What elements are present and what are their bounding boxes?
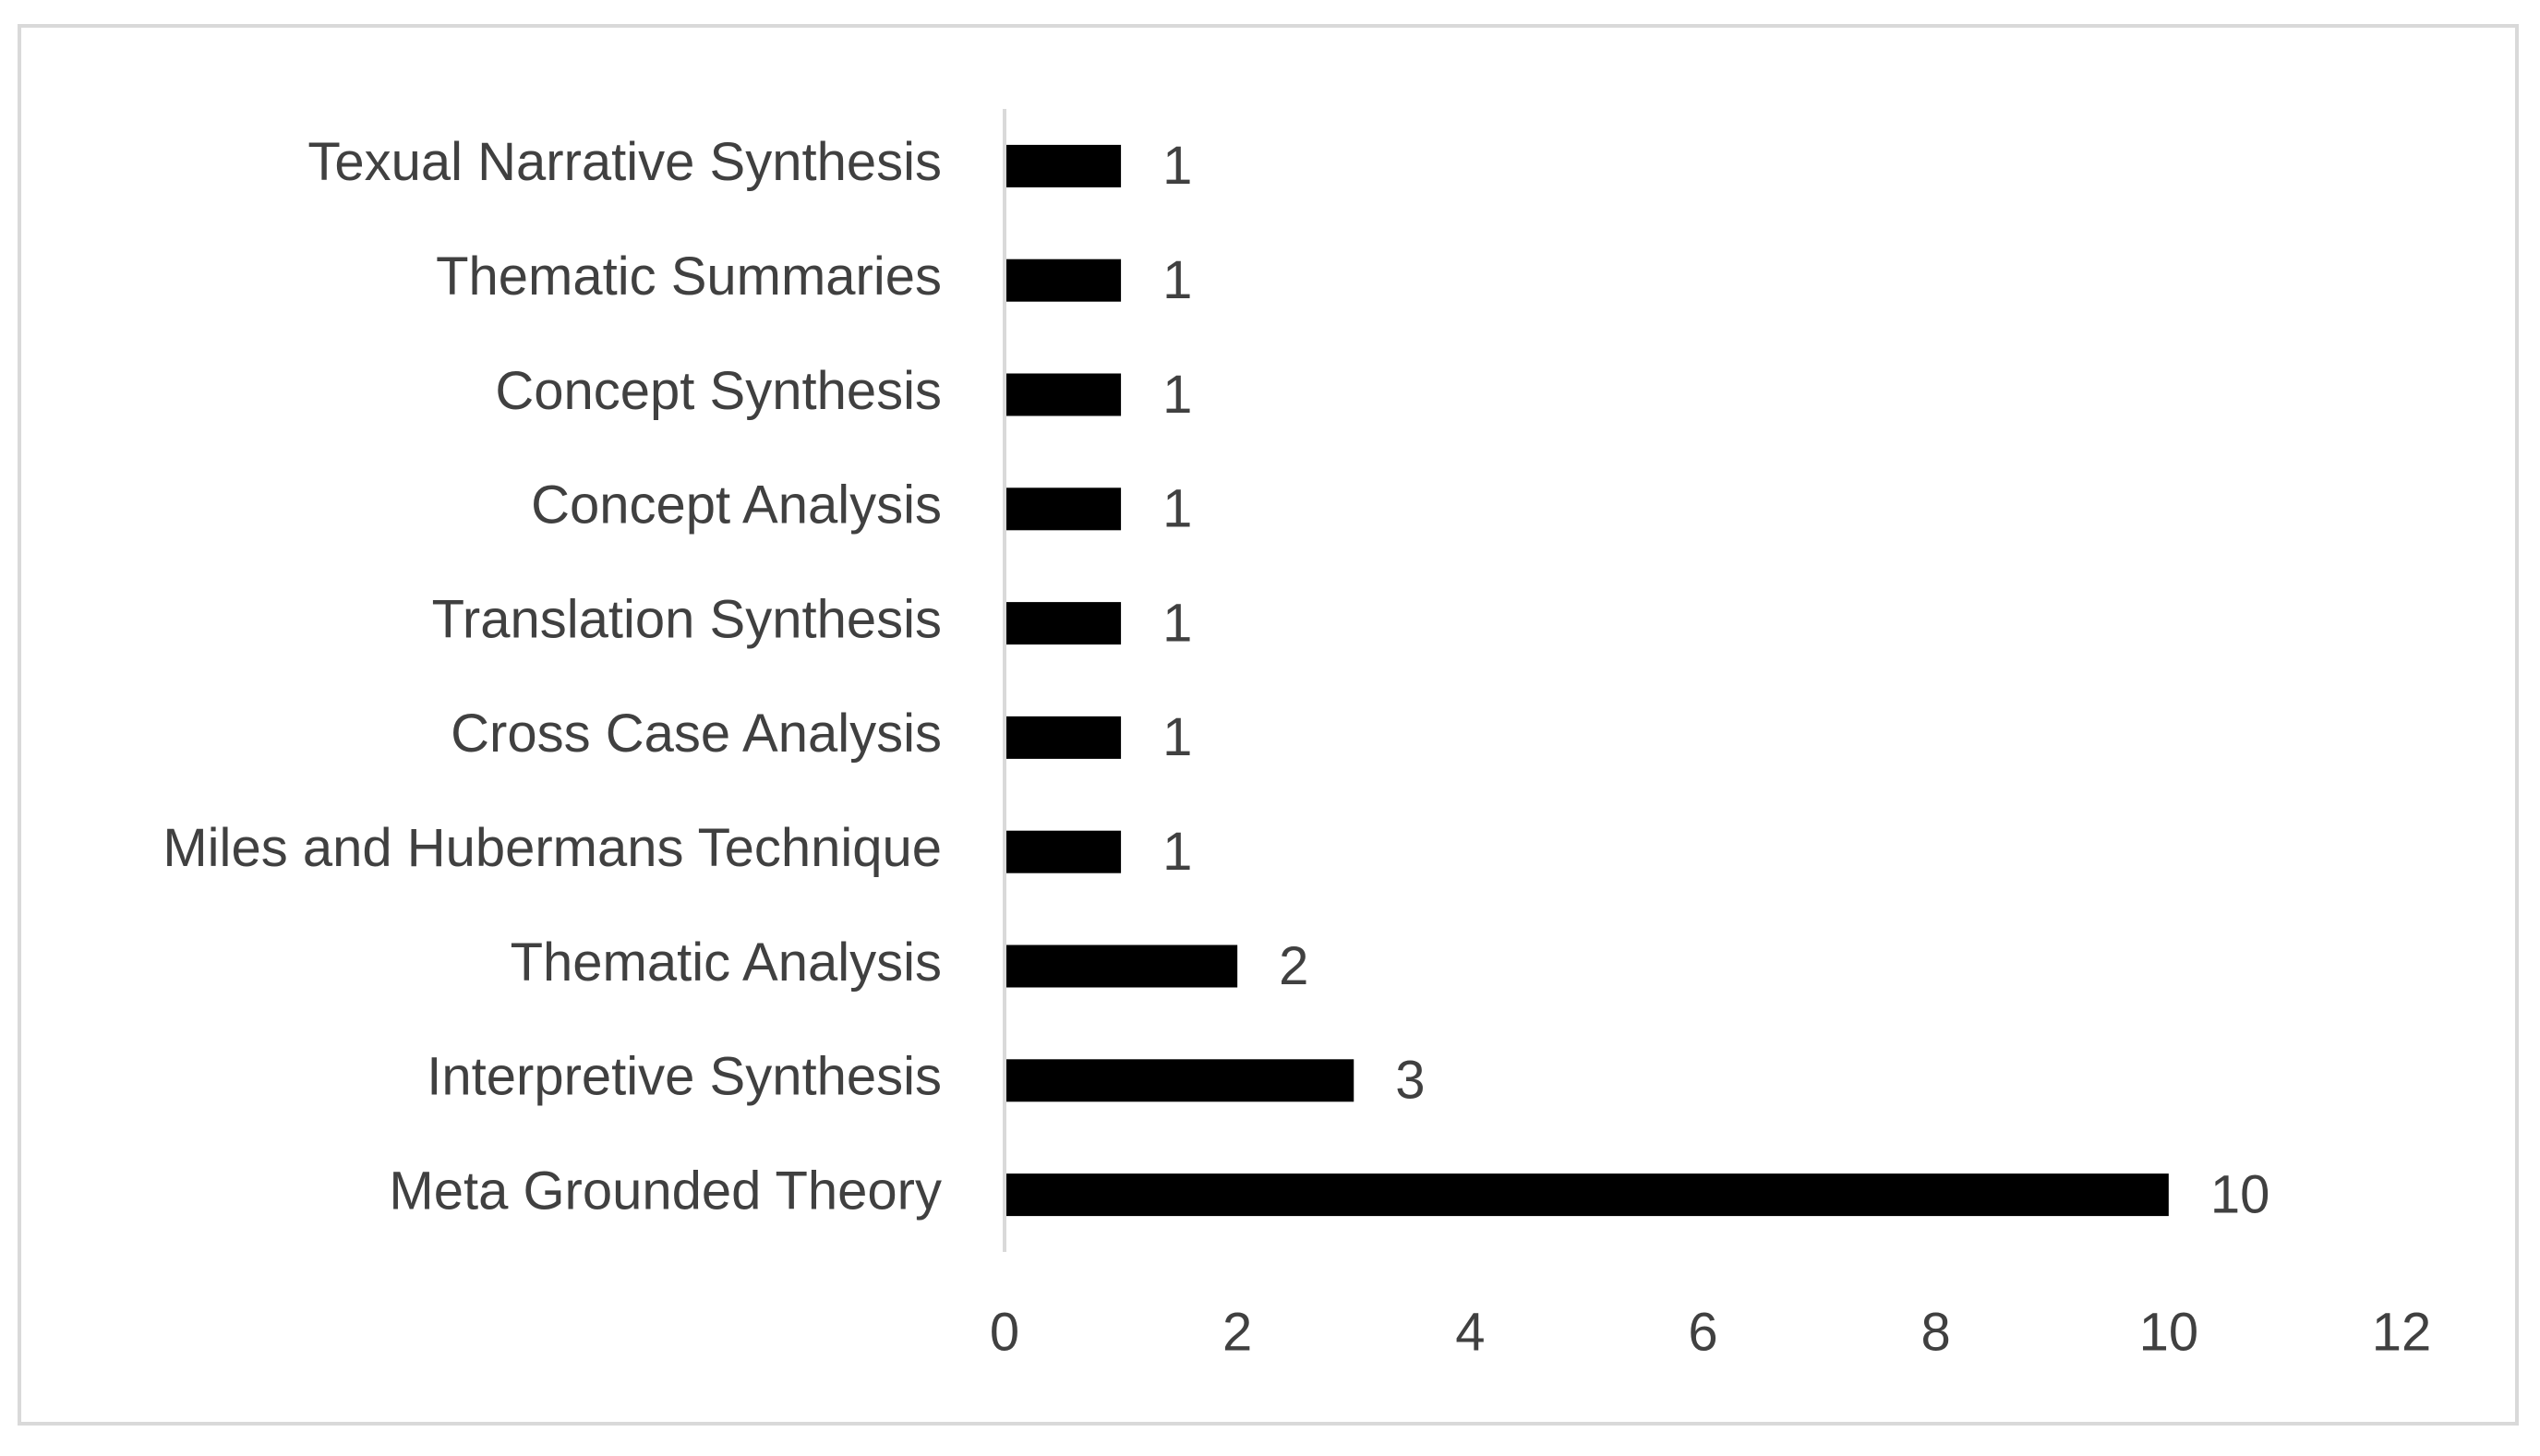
data-label: 2 (1279, 936, 1308, 996)
y-tick-label: Texual Narrative Synthesis (307, 132, 942, 192)
data-label: 1 (1162, 250, 1192, 310)
y-tick-label: Miles and Hubermans Technique (163, 818, 942, 878)
y-tick-label: Thematic Summaries (436, 247, 942, 307)
bar (1005, 259, 1122, 302)
x-tick-label: 10 (2139, 1302, 2199, 1362)
bar (1005, 487, 1122, 531)
y-tick-label: Meta Grounded Theory (389, 1161, 942, 1221)
bar (1005, 716, 1122, 759)
data-label: 1 (1162, 479, 1192, 539)
y-tick-label: Translation Synthesis (432, 589, 942, 649)
y-tick-label: Interpretive Synthesis (427, 1047, 942, 1107)
bar (1005, 830, 1122, 873)
data-label: 1 (1162, 822, 1192, 882)
bar (1005, 945, 1238, 988)
data-label: 3 (1395, 1051, 1425, 1111)
x-tick-label: 2 (1222, 1302, 1252, 1362)
y-tick-label: Thematic Analysis (511, 933, 942, 993)
y-tick-label: Cross Case Analysis (451, 704, 942, 764)
data-label: 1 (1162, 136, 1192, 196)
x-tick-label: 12 (2372, 1302, 2432, 1362)
data-label: 10 (2210, 1164, 2270, 1224)
x-tick-label: 6 (1688, 1302, 1717, 1362)
x-tick-label: 8 (1921, 1302, 1951, 1362)
data-label: 1 (1162, 593, 1192, 653)
x-tick-label: 4 (1455, 1302, 1485, 1362)
bar (1005, 1059, 1354, 1102)
y-tick-label: Concept Analysis (531, 475, 942, 535)
bar (1005, 144, 1122, 187)
bar (1005, 1173, 2169, 1217)
x-tick-label: 0 (990, 1302, 1019, 1362)
data-label: 1 (1162, 707, 1192, 767)
bar (1005, 602, 1122, 645)
bar (1005, 373, 1122, 416)
data-label: 1 (1162, 365, 1192, 425)
y-tick-label: Concept Synthesis (495, 361, 942, 421)
